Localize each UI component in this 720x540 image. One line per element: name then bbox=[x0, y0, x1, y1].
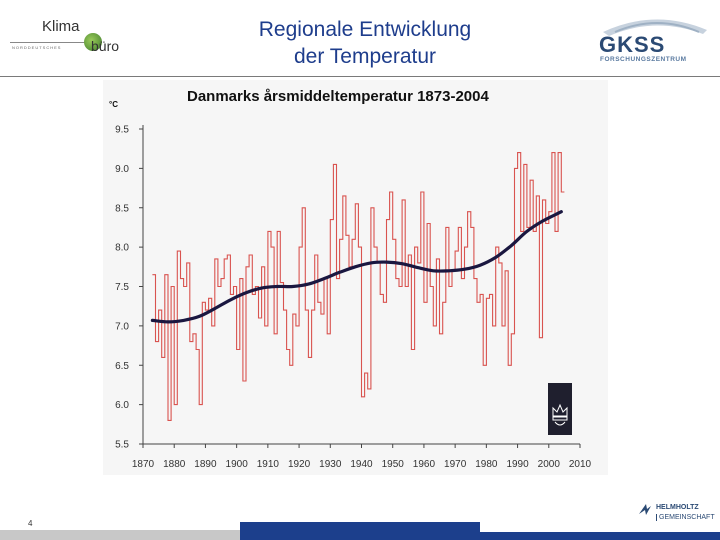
helmholtz-text-2: GEMEINSCHAFT bbox=[656, 514, 715, 521]
footer-bar-gray bbox=[0, 530, 240, 540]
x-tick-label: 1960 bbox=[413, 459, 436, 470]
logo-left-text-top: Klima bbox=[42, 18, 80, 35]
logo-left-subtext: NORDDEUTSCHES bbox=[12, 45, 62, 50]
globe-icon bbox=[84, 33, 102, 51]
y-tick-label: 7.5 bbox=[115, 282, 129, 293]
helmholtz-text-1: HELMHOLTZ bbox=[656, 504, 699, 511]
y-axis-label: °C bbox=[109, 100, 118, 109]
x-tick-label: 1970 bbox=[444, 459, 467, 470]
y-tick-label: 5.5 bbox=[115, 440, 129, 451]
logo-left-divider bbox=[10, 42, 88, 43]
x-tick-label: 1920 bbox=[288, 459, 311, 470]
gkss-logo-text: GKSS bbox=[599, 32, 666, 57]
x-tick-label: 1900 bbox=[226, 459, 249, 470]
x-tick-label: 1990 bbox=[506, 459, 529, 470]
chart-title: Danmarks årsmiddeltemperatur 1873-2004 bbox=[187, 88, 489, 105]
series-annual-mean-line bbox=[152, 152, 565, 421]
x-tick-label: 1870 bbox=[132, 459, 155, 470]
footer-bar-blue bbox=[240, 522, 480, 540]
gkss-logo-subtext: FORSCHUNGSZENTRUM bbox=[600, 56, 687, 63]
x-tick-label: 1890 bbox=[194, 459, 217, 470]
slide-title-line-2: der Temperatur bbox=[293, 45, 437, 68]
x-tick-label: 1940 bbox=[350, 459, 373, 470]
x-tick-label: 1980 bbox=[475, 459, 498, 470]
footer-bar-navy bbox=[480, 532, 720, 540]
gkss-logo: GKSS FORSCHUNGSZENTRUM bbox=[595, 10, 713, 66]
klimabuero-logo: Klima NORDDEUTSCHES büro bbox=[8, 16, 133, 64]
y-tick-label: 9.0 bbox=[115, 164, 129, 175]
x-tick-label: 1930 bbox=[319, 459, 342, 470]
slide-title-line-1: Regionale Entwicklung bbox=[258, 18, 472, 41]
x-tick-label: 1950 bbox=[382, 459, 405, 470]
x-tick-label: 2010 bbox=[569, 459, 592, 470]
danish-crown-emblem bbox=[548, 383, 572, 435]
series-smoothed-trend-line bbox=[150, 210, 563, 324]
y-tick-label: 6.0 bbox=[115, 400, 129, 411]
slide-title: Regionale Entwicklung der Temperatur bbox=[200, 16, 530, 70]
y-tick-label: 8.5 bbox=[115, 203, 129, 214]
y-tick-label: 8.0 bbox=[115, 243, 129, 254]
helmholtz-icon bbox=[639, 504, 651, 515]
x-tick-label: 2000 bbox=[538, 459, 561, 470]
logo-left-text-bottom: büro bbox=[91, 38, 120, 54]
page-number: 4 bbox=[28, 519, 33, 528]
chart-series bbox=[150, 152, 565, 421]
helmholtz-logo: HELMHOLTZ GEMEINSCHAFT bbox=[636, 498, 718, 530]
chart-tick-labels: 5.5 6.0 6.5 7.0 7.5 8.0 8.5 9.0 9.5 1870 1880 1890 1… bbox=[115, 125, 591, 471]
y-tick-label: 7.0 bbox=[115, 321, 129, 332]
header-divider bbox=[0, 76, 720, 77]
x-tick-label: 1880 bbox=[163, 459, 186, 470]
y-tick-label: 6.5 bbox=[115, 361, 129, 372]
y-tick-label: 9.5 bbox=[115, 125, 129, 136]
gkss-swoosh-icon bbox=[603, 19, 707, 36]
x-tick-label: 1910 bbox=[257, 459, 280, 470]
